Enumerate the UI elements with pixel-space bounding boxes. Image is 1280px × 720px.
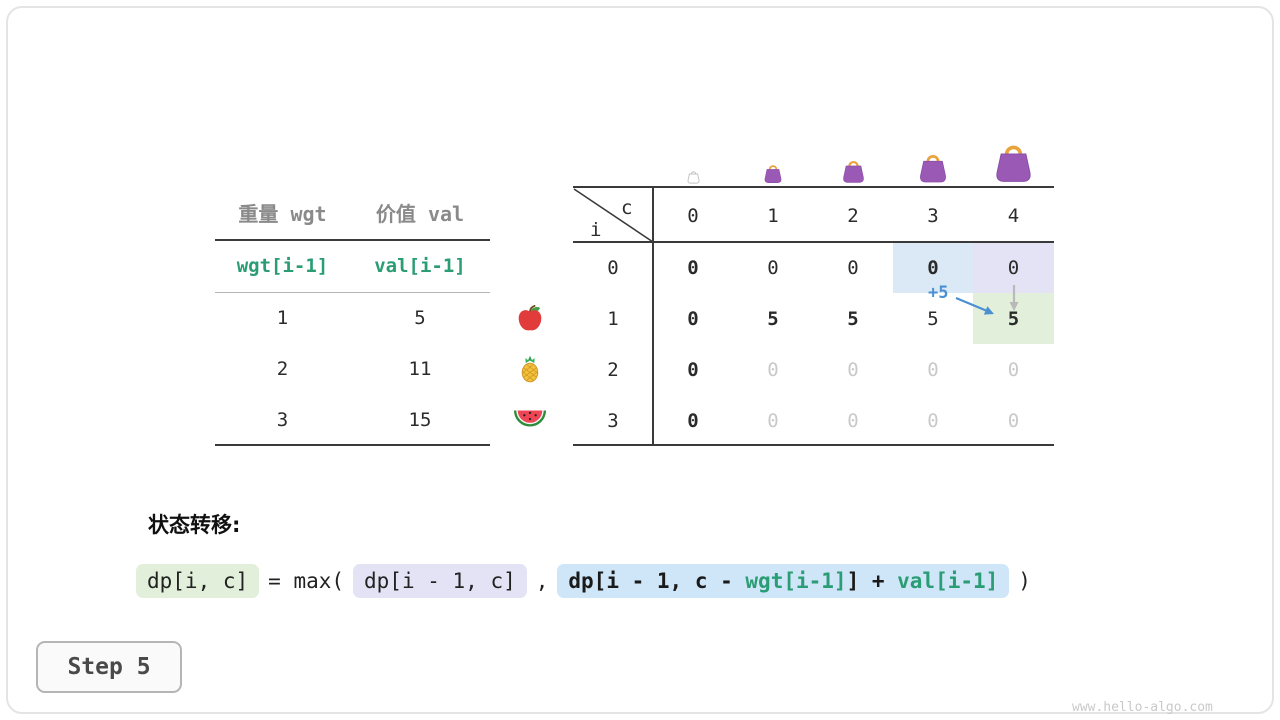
item-row: 3 15 bbox=[215, 394, 490, 445]
dp-cell-3-3: 0 bbox=[927, 409, 939, 432]
dp-cell-1-0: 0 bbox=[687, 307, 699, 330]
dp-cell-1-4: 5 bbox=[973, 293, 1054, 344]
wgt-column-header: 重量 wgt bbox=[238, 202, 327, 226]
bag-icon-capacity-0 bbox=[686, 169, 701, 184]
item-wgt: 1 bbox=[276, 306, 289, 329]
dp-bottom-rule bbox=[573, 444, 1054, 446]
dp-col-header-0: 0 bbox=[687, 204, 699, 227]
dp-cell-3-1: 0 bbox=[767, 409, 779, 432]
bag-icon-capacity-3 bbox=[916, 150, 950, 184]
item-row: 2 11 bbox=[215, 343, 490, 394]
item-wgt: 2 bbox=[276, 357, 289, 380]
plus-five-label: +5 bbox=[928, 283, 949, 303]
dp-cell-0-3: 0 bbox=[893, 243, 973, 293]
formula-include-term: dp[i - 1, c - wgt[i-1]] + val[i-1] bbox=[557, 564, 1010, 598]
dp-cell-0-0: 0 bbox=[687, 257, 699, 279]
formula-close-paren: ) bbox=[1018, 569, 1031, 593]
dp-cell-0-4: 0 bbox=[973, 243, 1054, 293]
dp-row-header-2: 2 bbox=[607, 358, 619, 381]
bag-icon-capacity-4 bbox=[991, 139, 1036, 184]
bag-icon-capacity-1 bbox=[762, 162, 784, 184]
dp-cell-2-3: 0 bbox=[927, 358, 939, 381]
dp-cell-0-1: 0 bbox=[767, 257, 779, 279]
corner-col-label: c bbox=[621, 197, 633, 219]
pineapple-icon bbox=[516, 354, 544, 384]
formula-exclude-term: dp[i - 1, c] bbox=[353, 564, 527, 598]
formula-current-cell: dp[i, c] bbox=[136, 564, 260, 598]
include-term-wgt: wgt[i-1] bbox=[745, 569, 847, 593]
wgt-formula-label: wgt[i-1] bbox=[236, 254, 329, 277]
step-badge: Step 5 bbox=[36, 641, 182, 693]
dp-cell-1-1: 5 bbox=[767, 307, 779, 330]
figure-frame bbox=[6, 6, 1274, 714]
val-column-header: 价值 val bbox=[375, 202, 465, 226]
dp-cell-3-2: 0 bbox=[847, 409, 859, 432]
dp-cell-1-2: 5 bbox=[847, 307, 859, 330]
bag-icon-capacity-2 bbox=[840, 157, 867, 184]
item-row: 1 5 bbox=[215, 292, 490, 343]
formula-comma: , bbox=[535, 569, 549, 593]
dp-col-header-2: 2 bbox=[847, 204, 859, 227]
item-val: 11 bbox=[408, 357, 432, 380]
watermark: www.hello-algo.com bbox=[1072, 700, 1213, 715]
dp-cell-2-0: 0 bbox=[687, 358, 699, 381]
dp-cell-3-0: 0 bbox=[687, 409, 699, 432]
item-wgt: 3 bbox=[276, 408, 289, 431]
items-table-header-row: 重量 wgt 价值 val bbox=[215, 186, 490, 239]
dp-cell-2-4: 0 bbox=[1007, 358, 1020, 381]
dp-row-header-0: 0 bbox=[607, 257, 619, 279]
dp-header-rule bbox=[573, 241, 1054, 243]
dp-top-rule bbox=[573, 186, 1054, 188]
corner-row-label: i bbox=[590, 219, 602, 241]
transition-formula: dp[i, c] = max( dp[i - 1, c] , dp[i - 1,… bbox=[136, 561, 1031, 601]
item-val: 5 bbox=[414, 306, 426, 329]
dp-cell-3-4: 0 bbox=[1007, 409, 1020, 432]
watermelon-icon bbox=[513, 408, 547, 430]
transition-title: 状态转移: bbox=[148, 513, 241, 537]
item-val: 15 bbox=[408, 408, 432, 431]
dp-table: 0 1 2 3 4 0 1 2 3 0 0 0 0 0 0 5 5 5 5 0 … bbox=[573, 188, 1054, 446]
dp-row-header-1: 1 bbox=[607, 307, 619, 330]
items-bottom-rule bbox=[215, 444, 490, 446]
dp-cell-1-3: 5 bbox=[927, 307, 939, 330]
dp-col-header-3: 3 bbox=[927, 204, 939, 227]
formula-equals-max: = max( bbox=[268, 569, 345, 593]
items-header-rule bbox=[215, 239, 490, 241]
include-term-mid: ] + bbox=[846, 569, 898, 593]
items-table-formula-row: wgt[i-1] val[i-1] bbox=[215, 239, 490, 292]
include-term-val: val[i-1] bbox=[897, 569, 999, 593]
dp-cell-2-1: 0 bbox=[767, 358, 779, 381]
dp-row-header-3: 3 bbox=[607, 409, 619, 432]
items-formula-rule bbox=[215, 292, 490, 293]
dp-cell-2-2: 0 bbox=[847, 358, 859, 381]
val-formula-label: val[i-1] bbox=[374, 254, 466, 277]
apple-icon bbox=[515, 303, 545, 333]
dp-col-header-4: 4 bbox=[1007, 204, 1020, 227]
dp-label-column-rule bbox=[652, 186, 654, 446]
dp-cell-0-2: 0 bbox=[847, 257, 859, 279]
include-term-prefix: dp[i - 1, c - bbox=[568, 569, 746, 593]
dp-col-header-1: 1 bbox=[767, 204, 779, 227]
